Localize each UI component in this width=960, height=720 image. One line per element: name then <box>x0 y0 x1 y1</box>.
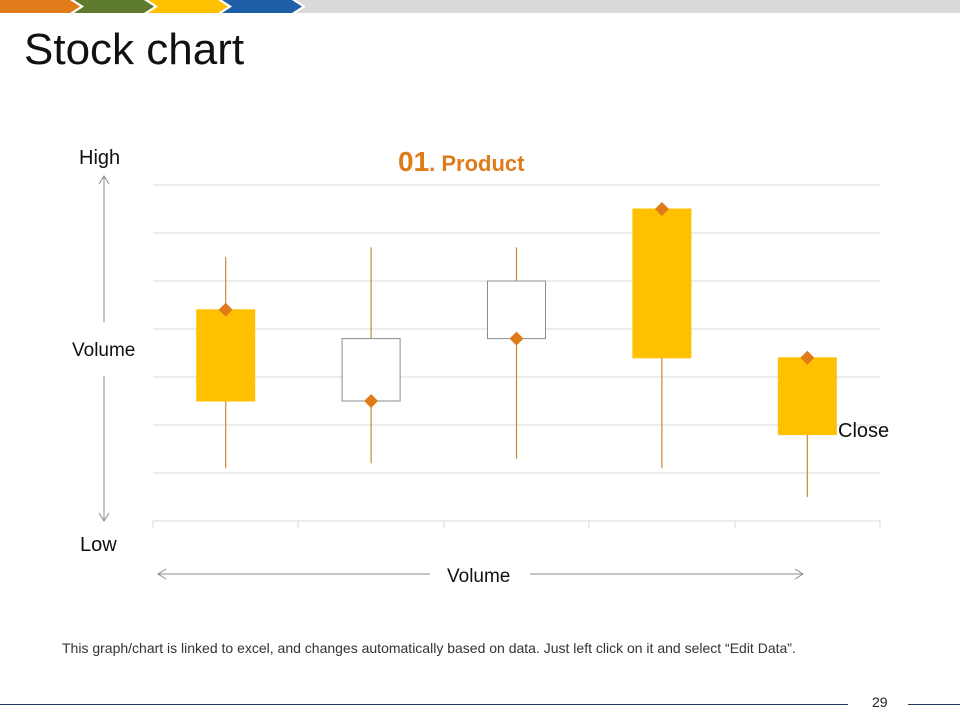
page-title: Stock chart <box>24 25 245 74</box>
header-bar-yellow <box>148 0 228 13</box>
footnote: This graph/chart is linked to excel, and… <box>62 640 796 656</box>
page-number: 29 <box>872 694 888 710</box>
volume-horizontal-label: Volume <box>447 566 511 587</box>
candle-body-up <box>196 309 256 402</box>
x-axis <box>152 520 881 528</box>
chart-title-text: . Product <box>429 151 525 176</box>
header-bar-gray <box>296 0 960 13</box>
chart-title-number: 01 <box>398 146 430 177</box>
close-marker <box>800 350 815 365</box>
candle <box>632 202 692 469</box>
candle <box>487 247 546 459</box>
candle-body-down <box>487 280 546 340</box>
close-marker <box>218 302 233 317</box>
header-color-bar <box>0 0 960 13</box>
vertical-arrow-up <box>98 175 110 322</box>
volume-vertical-label: Volume <box>72 340 136 361</box>
footer-line <box>0 704 848 705</box>
close-label: Close <box>838 420 890 442</box>
candle <box>341 247 401 464</box>
candle-body-up <box>632 208 692 359</box>
chart-title: 01. Product <box>398 148 525 176</box>
footer-line <box>908 704 960 705</box>
low-label: Low <box>80 534 117 556</box>
header-bar-olive <box>74 0 154 13</box>
high-label: High <box>79 147 121 169</box>
candle <box>196 257 256 469</box>
vertical-arrow-down <box>98 376 110 522</box>
close-marker <box>654 202 669 216</box>
candle-body-down <box>341 338 401 402</box>
candles <box>196 202 837 497</box>
close-marker <box>509 331 524 346</box>
horizontal-arrow-right <box>530 568 804 580</box>
close-marker <box>364 394 379 408</box>
header-bar-blue <box>222 0 302 13</box>
header-bar-orange <box>0 0 80 13</box>
horizontal-arrow-left <box>157 568 430 580</box>
candle <box>777 350 837 497</box>
candle-body-up <box>777 357 837 436</box>
